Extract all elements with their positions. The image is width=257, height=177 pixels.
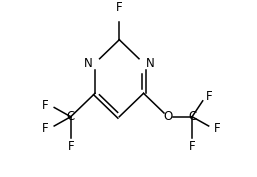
Text: F: F <box>42 99 49 112</box>
Text: F: F <box>67 140 74 153</box>
Text: N: N <box>84 57 93 70</box>
Text: O: O <box>163 110 172 123</box>
Text: N: N <box>145 57 154 70</box>
Text: F: F <box>213 122 220 135</box>
Text: F: F <box>116 1 123 14</box>
Text: F: F <box>206 90 213 103</box>
Text: C: C <box>67 110 75 123</box>
Text: F: F <box>189 140 195 153</box>
Text: F: F <box>42 122 49 135</box>
Text: C: C <box>188 110 196 123</box>
